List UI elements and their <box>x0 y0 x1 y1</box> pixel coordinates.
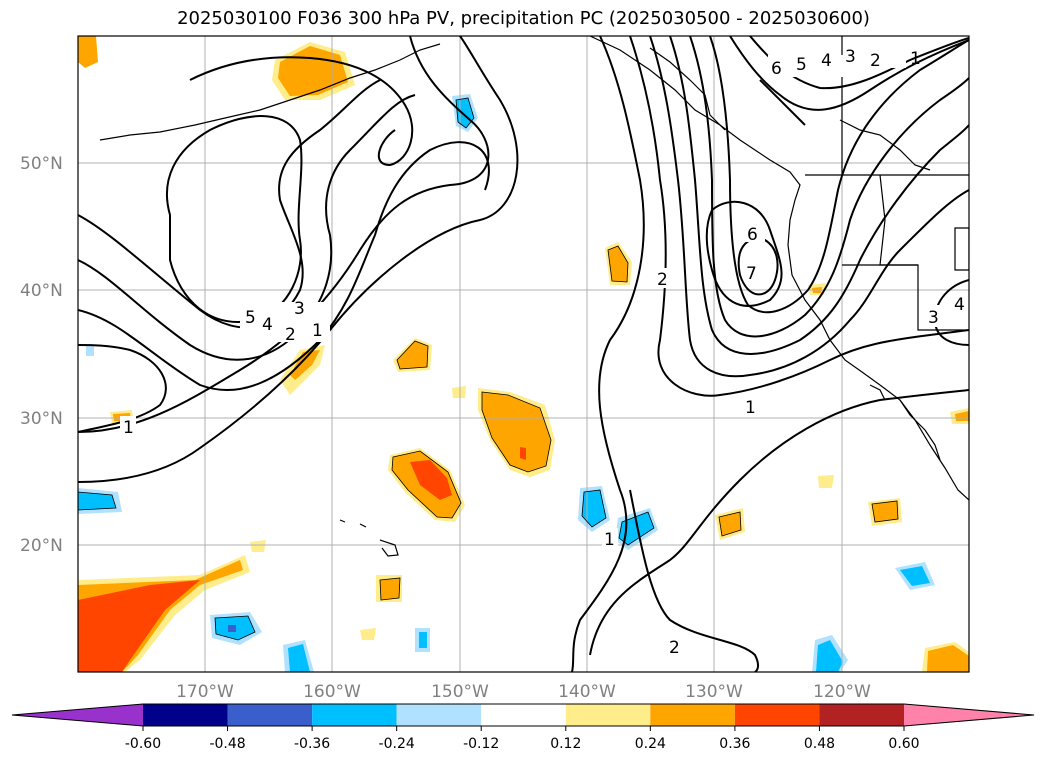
contour-label-2b: 2 <box>657 270 668 290</box>
colorbar-bin <box>734 704 820 726</box>
lon-label-120w: 120°W <box>813 682 871 702</box>
precip-positive-shading <box>78 36 969 672</box>
contour-label-3: 3 <box>845 47 856 67</box>
colorbar-tick-label: -0.48 <box>209 736 245 752</box>
colorbar-tick-label: -0.24 <box>379 736 415 752</box>
contour-label-3b: 3 <box>294 299 305 319</box>
colorbar-bin <box>565 704 651 726</box>
lat-label-20n: 20°N <box>20 536 63 556</box>
map-frame <box>77 35 970 673</box>
contour-label-2c: 2 <box>285 325 296 345</box>
colorbar-tick-label: 0.48 <box>804 736 835 752</box>
map-title: 2025030100 F036 300 hPa PV, precipitatio… <box>177 8 870 29</box>
colorbar-tick-label: -0.12 <box>463 736 499 752</box>
colorbar-tick-label: 0.24 <box>635 736 666 752</box>
contour-label-1d: 1 <box>745 398 756 418</box>
contour-label-4b: 4 <box>262 315 273 335</box>
coastlines <box>99 36 969 557</box>
longitude-labels: 170°W 160°W 150°W 140°W 130°W 120°W <box>176 682 871 702</box>
colorbar-bin <box>143 704 228 726</box>
colorbar-bin <box>819 704 904 726</box>
contour-label-2: 2 <box>870 51 881 71</box>
colorbar-tick-label: 0.12 <box>550 736 581 752</box>
colorbar-bin <box>227 704 313 726</box>
precip-outlines <box>78 97 899 641</box>
contour-label-4: 4 <box>821 51 832 71</box>
colorbar-bin <box>312 704 397 726</box>
contour-label-1: 1 <box>910 49 921 69</box>
colorbar-bin <box>396 704 482 726</box>
contour-label-1b: 1 <box>312 321 323 341</box>
colorbar-extend-high <box>904 704 1034 726</box>
colorbar: -0.60 -0.48 -0.36 -0.24 -0.12 0.12 0.24 0.36 0.4… <box>11 703 1035 752</box>
contour-label-6: 6 <box>771 59 782 79</box>
contour-label-7: 7 <box>746 264 757 284</box>
colorbar-tick-label: -0.36 <box>294 736 330 752</box>
lat-label-50n: 50°N <box>20 154 63 174</box>
colorbar-tick-label: 0.60 <box>888 736 919 752</box>
colorbar-bin <box>650 704 735 726</box>
map-area: 6 5 4 3 2 1 6 7 2 5 4 3 2 1 1 1 1 2 <box>78 36 969 672</box>
contour-labels: 6 5 4 3 2 1 6 7 2 5 4 3 2 1 1 1 1 2 <box>120 47 969 658</box>
lon-label-140w: 140°W <box>558 682 616 702</box>
lon-label-150w: 150°W <box>431 682 489 702</box>
contour-label-5: 5 <box>796 55 807 75</box>
contour-label-3c: 3 <box>928 308 939 328</box>
lat-label-40n: 40°N <box>20 281 63 301</box>
lon-label-160w: 160°W <box>303 682 361 702</box>
latitude-labels: 50°N 40°N 30°N 20°N <box>20 154 63 556</box>
lat-label-30n: 30°N <box>20 409 63 429</box>
colorbar-tick-label: 0.36 <box>719 736 750 752</box>
colorbar-extend-low <box>12 704 143 726</box>
contour-label-6b: 6 <box>747 225 758 245</box>
contour-label-1c: 1 <box>123 418 134 438</box>
contour-label-2d: 2 <box>669 638 680 658</box>
lon-label-130w: 130°W <box>685 682 743 702</box>
contour-label-5b: 5 <box>245 308 256 328</box>
contour-label-1e: 1 <box>604 530 615 550</box>
contour-label-4c: 4 <box>954 295 965 315</box>
colorbar-tick-label: -0.60 <box>125 736 161 752</box>
colorbar-bin <box>481 704 566 726</box>
lon-label-170w: 170°W <box>176 682 234 702</box>
